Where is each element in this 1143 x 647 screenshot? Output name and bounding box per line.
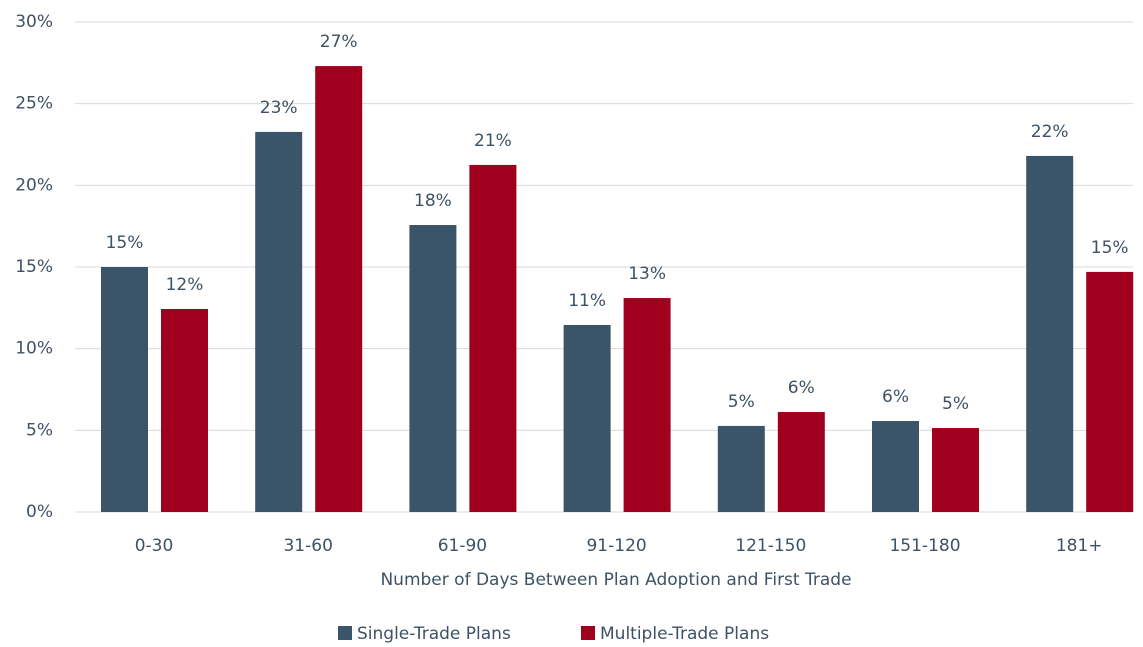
data-label: 6% <box>882 387 909 407</box>
bar <box>255 131 303 512</box>
bar <box>563 324 611 512</box>
x-tick-label: 151-180 <box>889 536 960 556</box>
y-tick-label: 20% <box>15 175 53 195</box>
data-label: 15% <box>106 233 144 253</box>
x-tick-label: 61-90 <box>438 536 487 556</box>
data-label: 12% <box>166 275 204 295</box>
bar <box>315 66 363 512</box>
x-tick-label: 91-120 <box>586 536 646 556</box>
bar <box>161 308 208 512</box>
data-label: 11% <box>568 291 606 311</box>
bar <box>1086 271 1134 512</box>
bar <box>932 428 979 512</box>
legend-label: Multiple-Trade Plans <box>600 624 769 644</box>
y-tick-label: 5% <box>26 420 53 440</box>
legend-swatch <box>581 626 595 640</box>
bar <box>872 421 919 512</box>
y-tick-label: 10% <box>15 339 53 359</box>
data-label: 15% <box>1091 238 1129 258</box>
data-label: 13% <box>628 264 666 284</box>
data-label: 27% <box>320 32 358 52</box>
x-tick-label: 121-150 <box>735 536 806 556</box>
data-label: 22% <box>1031 122 1069 142</box>
bar <box>101 267 148 512</box>
legend-label: Single-Trade Plans <box>357 624 511 644</box>
x-tick-label: 31-60 <box>283 536 332 556</box>
x-tick-label: 181+ <box>1056 536 1103 556</box>
x-tick-label: 0-30 <box>135 536 174 556</box>
data-label: 5% <box>942 394 969 414</box>
data-label: 5% <box>728 392 755 412</box>
data-label: 23% <box>260 98 298 118</box>
data-label: 18% <box>414 191 452 211</box>
y-tick-label: 30% <box>15 12 53 32</box>
bar <box>409 225 457 513</box>
y-tick-label: 15% <box>15 257 53 277</box>
data-label: 6% <box>788 378 815 398</box>
x-axis-label: Number of Days Between Plan Adoption and… <box>380 570 851 590</box>
bar <box>777 412 825 512</box>
bar <box>1026 155 1074 512</box>
bar <box>717 425 765 512</box>
y-tick-label: 0% <box>26 502 53 522</box>
legend-swatch <box>338 626 352 640</box>
bar <box>623 298 671 512</box>
data-label: 21% <box>474 131 512 151</box>
y-tick-label: 25% <box>15 94 53 114</box>
bar <box>469 164 517 512</box>
